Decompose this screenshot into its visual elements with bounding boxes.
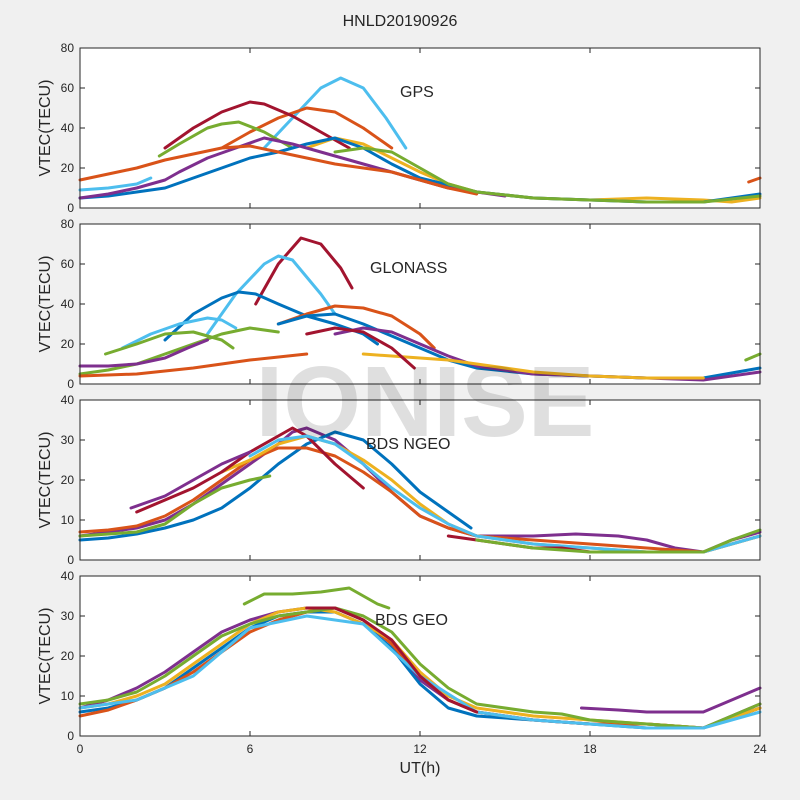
y-tick-label: 0	[67, 377, 74, 391]
series-line-5	[276, 304, 436, 350]
plot-area	[80, 48, 760, 208]
y-tick-label: 0	[67, 729, 74, 743]
panel-2: 0 20 40 60 80 VTEC(TECU) GLONASS	[37, 217, 762, 391]
y-tick-label: 80	[61, 217, 75, 231]
series-line-1	[242, 586, 391, 610]
series-line-8	[78, 338, 209, 368]
y-tick-label: 30	[61, 609, 75, 623]
series-line-3	[78, 446, 762, 554]
x-tick-label: 6	[247, 742, 254, 756]
series-line-1	[254, 236, 354, 306]
y-tick-label: 20	[61, 473, 75, 487]
y-axis-label: VTEC(TECU)	[37, 608, 54, 705]
y-tick-label: 20	[61, 649, 75, 663]
plot-area	[80, 400, 760, 560]
series-line-12	[305, 326, 416, 370]
series-line-8	[580, 686, 762, 714]
series-line-2	[78, 430, 473, 542]
series-line-9	[305, 606, 479, 714]
series-line-6	[78, 606, 762, 730]
series-line-3	[163, 100, 351, 150]
series-line-8	[129, 450, 252, 510]
y-tick-label: 30	[61, 433, 75, 447]
y-tick-label: 0	[67, 553, 74, 567]
y-tick-label: 0	[67, 201, 74, 215]
figure-title: HNLD20190926	[342, 13, 458, 30]
series-line-6	[135, 426, 365, 514]
panel-title: BDS GEO	[375, 612, 448, 629]
x-tick-label: 12	[413, 742, 427, 756]
series-line-4	[121, 316, 238, 350]
x-tick-label: 24	[753, 742, 767, 756]
series-line-9	[333, 146, 762, 204]
y-tick-label: 60	[61, 257, 75, 271]
panel-title: GPS	[400, 84, 434, 101]
y-tick-label: 20	[61, 337, 75, 351]
x-tick-label: 18	[583, 742, 597, 756]
x-axis-label: UT(h)	[399, 760, 441, 777]
series-line-8	[78, 144, 479, 196]
series-line-14	[78, 352, 309, 378]
series-line-2	[220, 106, 394, 150]
panel-title: GLONASS	[370, 260, 447, 277]
plot-area	[80, 224, 760, 384]
series-line-6	[104, 330, 235, 356]
y-tick-label: 10	[61, 689, 75, 703]
x-tick-label: 0	[77, 742, 84, 756]
series-line-7	[78, 326, 280, 376]
y-tick-label: 40	[61, 121, 75, 135]
series-line-10	[475, 528, 762, 554]
panel-3: 0 10 20 30 40 VTEC(TECU) BDS NGEO	[37, 393, 762, 567]
series-line-1	[262, 76, 408, 150]
y-tick-label: 80	[61, 41, 75, 55]
panel-title: BDS NGEO	[366, 436, 450, 453]
series-line-10	[78, 176, 153, 192]
series-line-4	[78, 474, 272, 538]
y-tick-label: 40	[61, 569, 75, 583]
panel-4: 0 10 20 30 40 0 6 12 18 24 VTEC(TECU) BDS GEO	[37, 569, 767, 756]
y-axis-label: VTEC(TECU)	[37, 432, 54, 529]
y-axis-label: VTEC(TECU)	[37, 80, 54, 177]
y-axis-label: VTEC(TECU)	[37, 256, 54, 353]
panel-1: 0 20 40 60 80 VTEC(TECU) GPS	[37, 41, 762, 215]
y-tick-label: 40	[61, 297, 75, 311]
series-line-4	[157, 120, 294, 158]
y-tick-label: 60	[61, 81, 75, 95]
y-tick-label: 10	[61, 513, 75, 527]
series-line-11	[747, 176, 762, 184]
series-line-13	[744, 352, 762, 362]
y-tick-label: 20	[61, 161, 75, 175]
y-tick-label: 40	[61, 393, 75, 407]
